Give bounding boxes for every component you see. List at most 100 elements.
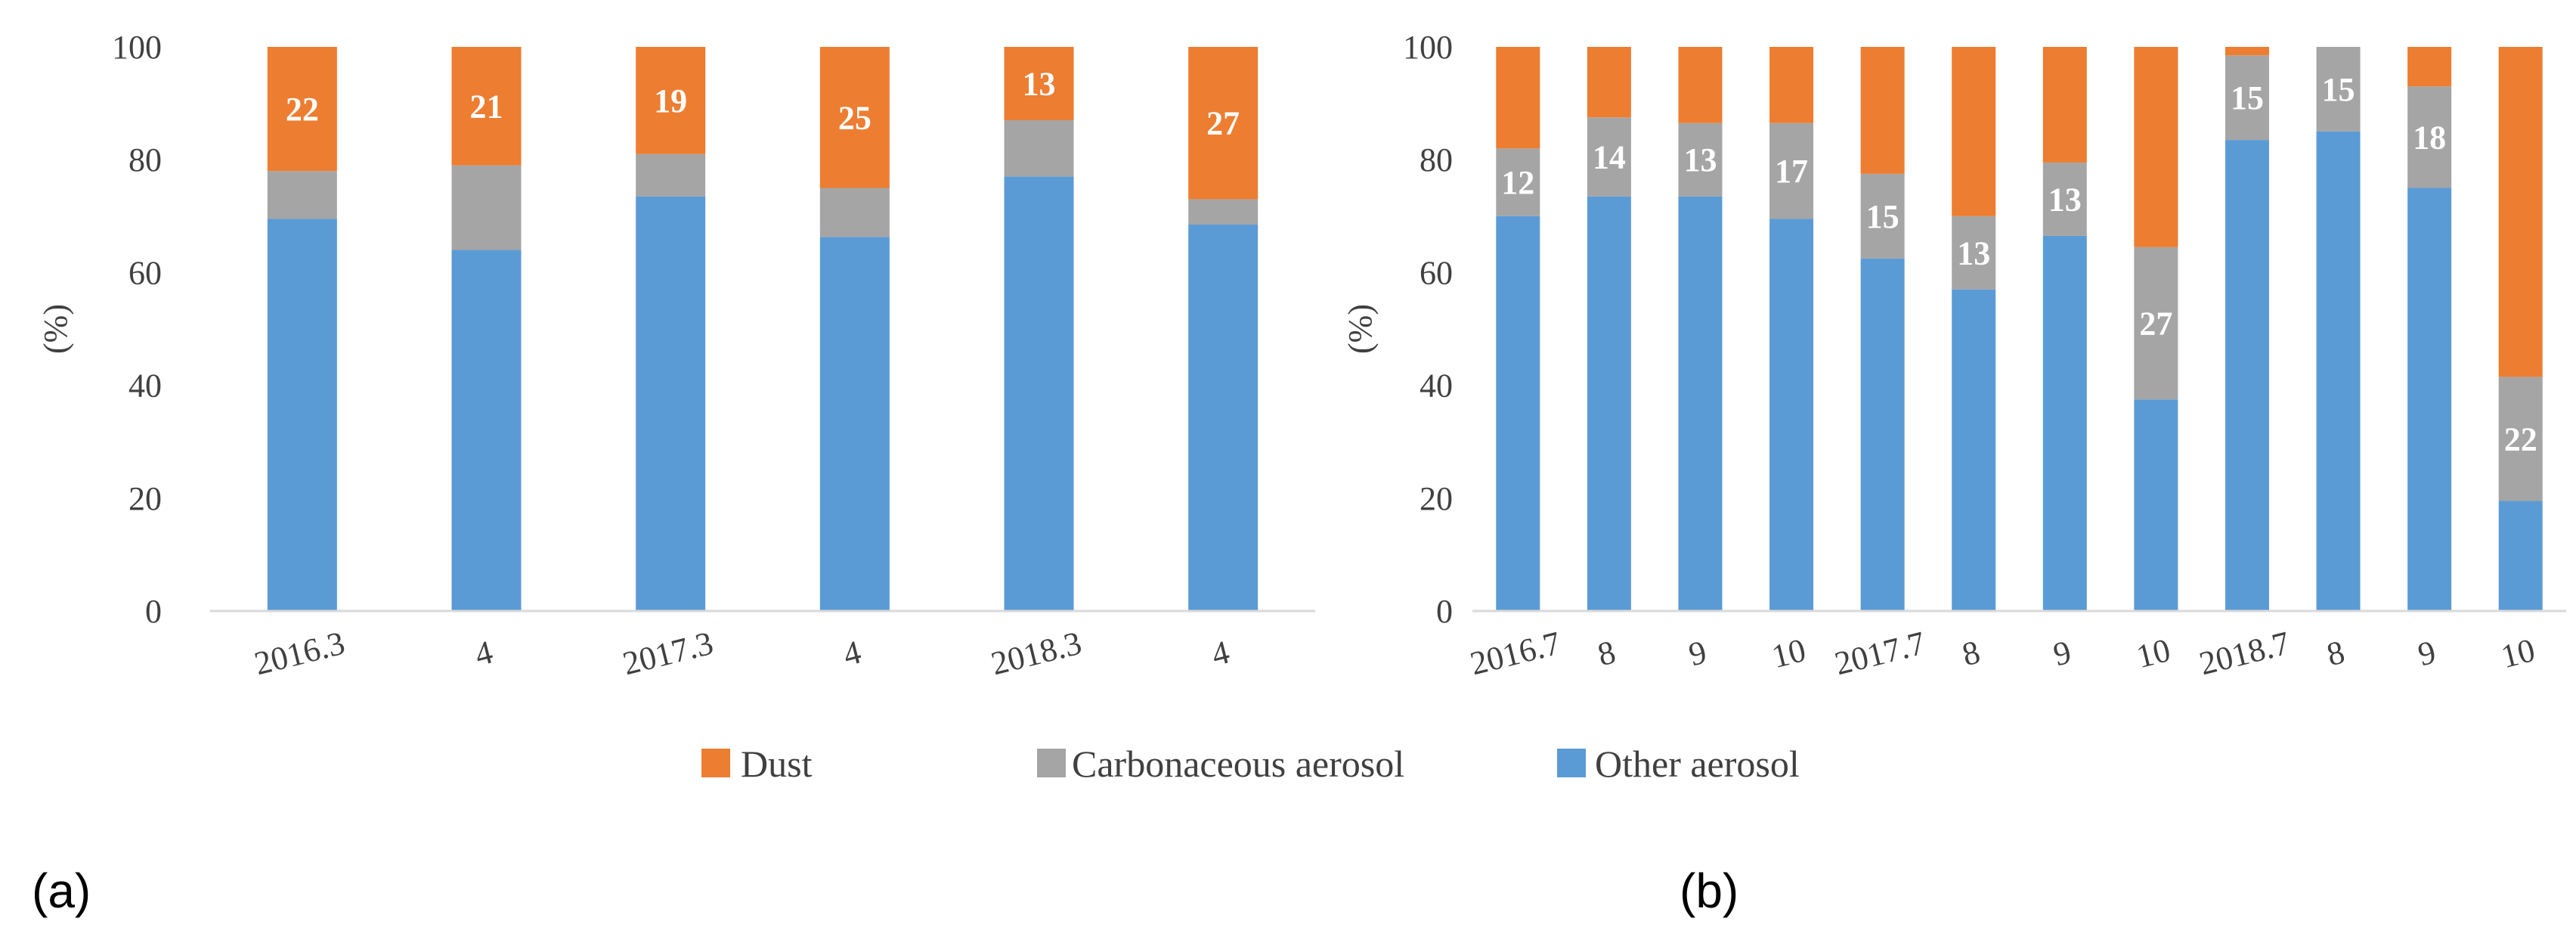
legend-swatch-carbonaceous [1037,749,1066,777]
x-tick-label-a-0: 2016.3 [251,625,348,683]
bar-dust-b-2 [1678,47,1723,123]
data-label-dust-a-1: 21 [470,88,503,125]
bar-dust-b-10 [2407,47,2452,87]
bar-other-b-1 [1587,196,1631,611]
legend-swatch-other [1557,749,1586,777]
chart-panel-b: 0 20 40 60 80 100 (%) 12 2016.7 14 8 13 9 17 10 15 2017.… [1342,29,2566,682]
bar-carbonaceous-a-3 [819,188,890,237]
bar-other-b-3 [1769,219,1814,611]
bar-carbonaceous-b-10 [2407,86,2452,188]
data-label-carbonaceous-b-5: 13 [1957,234,1990,271]
bar-other-b-9 [2316,131,2361,611]
data-label-dust-a-2: 19 [654,82,687,119]
chart-panel-a: 0 20 40 60 80 100 (%) 22 2016.3 21 4 19 2017.3 25 4 13 2… [37,29,1315,682]
bar-other-a-5 [1188,224,1259,611]
legend-label-dust: Dust [741,743,813,785]
bar-carbonaceous-b-11 [2498,377,2543,501]
data-label-carbonaceous-b-4: 15 [1866,198,1899,235]
y-tick-label-b-60: 60 [1420,254,1453,291]
bar-dust-b-7 [2134,47,2178,247]
data-label-carbonaceous-b-1: 14 [1593,138,1626,175]
bar-carbonaceous-a-2 [636,154,706,197]
data-label-carbonaceous-b-9: 15 [2322,71,2355,108]
data-label-carbonaceous-b-6: 13 [2048,181,2082,218]
bar-dust-b-11 [2498,47,2543,377]
bar-carbonaceous-a-4 [1004,119,1074,177]
bar-carbonaceous-a-5 [1188,199,1259,225]
bar-dust-a-1 [451,47,522,166]
x-tick-label-b-10: 9 [2414,633,2439,673]
y-tick-label-b-40: 40 [1420,368,1453,405]
bar-dust-a-5 [1188,47,1259,200]
x-tick-label-b-4: 2017.7 [1831,625,1928,683]
bar-dust-a-2 [636,47,706,154]
bar-other-b-7 [2134,399,2178,611]
bar-carbonaceous-a-0 [267,171,337,219]
x-tick-label-b-2: 9 [1685,633,1710,673]
legend: Dust Carbonaceous aerosol Other aerosol [701,743,1800,785]
bar-other-a-3 [819,237,890,611]
y-tick-label-a-60: 60 [128,254,162,291]
bar-other-a-0 [267,219,337,611]
data-label-dust-a-3: 25 [838,99,872,136]
bar-carbonaceous-b-9 [2316,47,2361,132]
bar-carbonaceous-a-1 [451,165,522,250]
legend-swatch-dust [701,749,730,777]
y-axis-label-b: (%) [1342,304,1379,354]
x-tick-label-a-2: 2017.3 [619,625,717,683]
y-tick-label-a-100: 100 [112,29,162,66]
bar-other-a-2 [636,196,706,611]
x-tick-label-b-1: 8 [1594,633,1619,673]
bar-dust-a-4 [1004,47,1074,120]
y-tick-label-a-20: 20 [128,480,162,517]
bar-dust-b-0 [1496,47,1540,149]
legend-label-carbonaceous: Carbonaceous aerosol [1072,743,1404,785]
x-tick-label-b-0: 2016.7 [1466,625,1564,683]
x-tick-label-a-3: 4 [840,633,865,673]
bar-dust-b-3 [1769,47,1814,123]
y-tick-label-b-20: 20 [1420,480,1453,517]
y-axis-label-a: (%) [37,304,74,354]
bar-other-b-10 [2407,188,2452,611]
y-tick-label-b-80: 80 [1420,141,1453,178]
x-tick-label-b-9: 8 [2323,633,2348,673]
y-tick-label-a-40: 40 [128,368,162,405]
data-label-carbonaceous-b-0: 12 [1501,164,1534,201]
bar-dust-b-6 [2042,47,2087,163]
bar-dust-a-3 [819,47,890,188]
bar-other-b-6 [2042,235,2087,611]
x-tick-label-b-3: 10 [1768,631,1810,675]
bar-other-a-4 [1004,176,1074,611]
x-tick-label-b-5: 8 [1958,633,1983,673]
panel-label-b: (b) [1680,864,1738,918]
bar-dust-b-1 [1587,47,1631,118]
data-label-carbonaceous-b-8: 15 [2231,79,2264,116]
data-label-dust-a-4: 13 [1023,65,1056,102]
x-tick-label-b-11: 10 [2497,631,2539,675]
x-tick-label-a-1: 4 [471,633,496,673]
x-tick-label-a-5: 4 [1208,633,1233,673]
y-tick-label-b-0: 0 [1436,593,1453,630]
data-label-carbonaceous-b-7: 27 [2139,306,2172,343]
data-label-carbonaceous-b-11: 22 [2504,420,2537,457]
bar-carbonaceous-b-4 [1860,173,1905,259]
bar-other-b-11 [2498,501,2543,611]
x-tick-label-a-4: 2018.3 [987,625,1085,683]
bar-carbonaceous-b-2 [1678,123,1723,197]
data-label-dust-a-0: 22 [286,91,319,128]
x-tick-label-b-7: 10 [2133,631,2175,675]
y-tick-label-a-0: 0 [145,593,162,630]
bar-other-b-0 [1496,216,1540,611]
bar-other-b-2 [1678,196,1723,611]
data-label-dust-a-5: 27 [1206,105,1240,142]
bar-dust-b-8 [2225,47,2269,56]
x-tick-label-b-8: 2018.7 [2196,625,2293,683]
panel-label-a: (a) [32,864,91,918]
bar-carbonaceous-b-3 [1769,123,1814,219]
bar-carbonaceous-b-1 [1587,117,1631,197]
bar-carbonaceous-b-5 [1952,216,1996,290]
data-label-carbonaceous-b-10: 18 [2413,119,2446,156]
bar-dust-b-4 [1860,47,1905,174]
bar-carbonaceous-b-7 [2134,247,2178,400]
